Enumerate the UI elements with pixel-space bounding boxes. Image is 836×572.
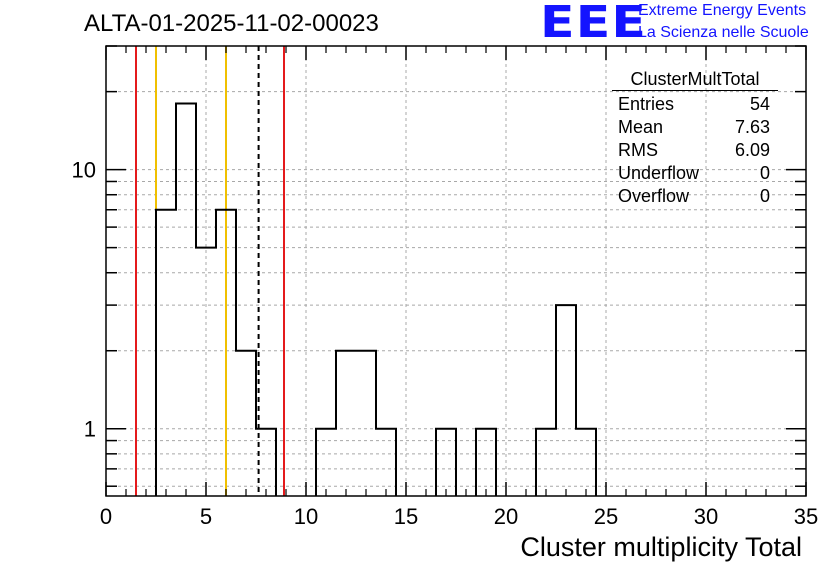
logo-subtitle-1: Extreme Energy Events	[638, 2, 807, 19]
axis-ticks	[105, 45, 807, 496]
stats-box: ClusterMultTotal Entries 54 Mean 7.63 RM…	[612, 68, 778, 208]
stats-label: RMS	[618, 140, 658, 160]
stats-value: 0	[759, 163, 770, 183]
reference-lines	[135, 46, 285, 496]
stats-row-underflow: Underflow 0	[612, 162, 778, 185]
stats-row-mean: Mean 7.63	[612, 116, 778, 139]
stats-label: Entries	[618, 94, 675, 114]
plot-frame	[105, 45, 807, 497]
x-tick-label: 25	[594, 504, 618, 529]
stats-label: Overflow	[618, 186, 690, 206]
x-tick-label: 15	[394, 504, 418, 529]
y-tick-label: 1	[84, 417, 96, 442]
stats-value: 7.63	[734, 117, 770, 137]
chart-title: ALTA-01-2025-11-02-00023	[84, 10, 379, 37]
stats-title: ClusterMultTotal	[612, 68, 778, 91]
stats-row-rms: RMS 6.09	[612, 139, 778, 162]
tick-labels: 0 5 10 15 20 25 30 35 1 10	[72, 158, 819, 529]
histogram-outline	[155, 102, 597, 496]
x-tick-label: 10	[294, 504, 318, 529]
x-axis-label: Cluster multiplicity Total	[520, 532, 802, 562]
stats-label: Underflow	[618, 163, 700, 183]
y-tick-label: 10	[72, 158, 96, 183]
stats-value: 54	[749, 94, 770, 114]
x-tick-label: 5	[200, 504, 212, 529]
logo-subtitle-2: La Scienza nelle Scuole	[638, 24, 809, 41]
stats-row-entries: Entries 54	[612, 93, 778, 116]
x-tick-label: 20	[494, 504, 518, 529]
x-tick-label: 35	[794, 504, 818, 529]
stats-label: Mean	[618, 117, 664, 137]
x-tick-label: 30	[694, 504, 718, 529]
stats-value: 6.09	[734, 140, 770, 160]
stats-row-overflow: Overflow 0	[612, 185, 778, 208]
x-tick-label: 0	[100, 504, 112, 529]
eee-logo: EEE	[540, 0, 648, 48]
stats-value: 0	[759, 186, 770, 206]
